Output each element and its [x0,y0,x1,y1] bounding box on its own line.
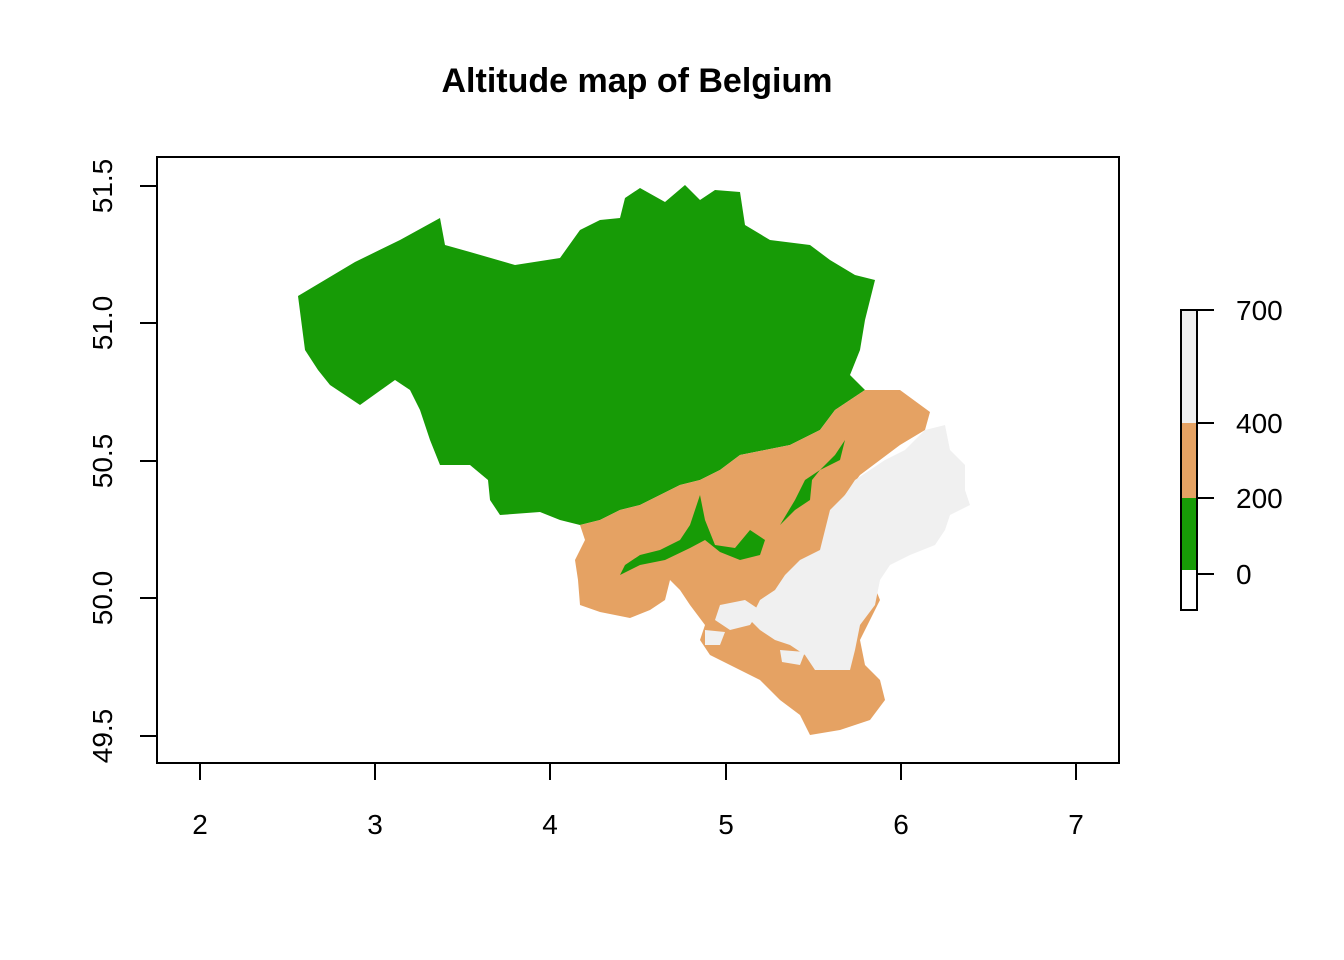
x-tick-label: 5 [718,809,734,840]
map-regions [298,185,970,735]
legend-colorbar: 0 200 400 700 [1180,295,1283,611]
legend-tick-label: 700 [1236,295,1283,326]
legend-band-400-700 [1181,310,1197,423]
x-tick-label: 2 [192,809,208,840]
legend-tick-label: 200 [1236,483,1283,514]
y-tick-label: 51.5 [87,159,118,214]
y-tick-label: 51.0 [87,296,118,351]
legend-band-below-0 [1181,570,1197,610]
region-high-altitude [750,425,970,670]
x-axis: 2 3 4 5 6 7 [192,763,1084,840]
map-title: Altitude map of Belgium [442,62,833,100]
legend-band-0-200 [1181,498,1197,570]
y-tick-label: 50.5 [87,434,118,489]
region-high-fringe [705,600,805,665]
legend-tick-label: 0 [1236,559,1252,590]
legend-tick-label: 400 [1236,408,1283,439]
x-tick-label: 6 [893,809,909,840]
y-axis: 49.5 50.0 50.5 51.0 51.5 [87,159,157,764]
legend-band-200-400 [1181,423,1197,498]
y-tick-label: 50.0 [87,571,118,626]
legend-frame [1180,309,1198,611]
region-low-altitude [298,185,875,525]
x-tick-label: 7 [1068,809,1084,840]
x-tick-label: 4 [542,809,558,840]
x-tick-label: 3 [367,809,383,840]
region-low-valleys [620,440,845,575]
y-tick-label: 49.5 [87,709,118,764]
